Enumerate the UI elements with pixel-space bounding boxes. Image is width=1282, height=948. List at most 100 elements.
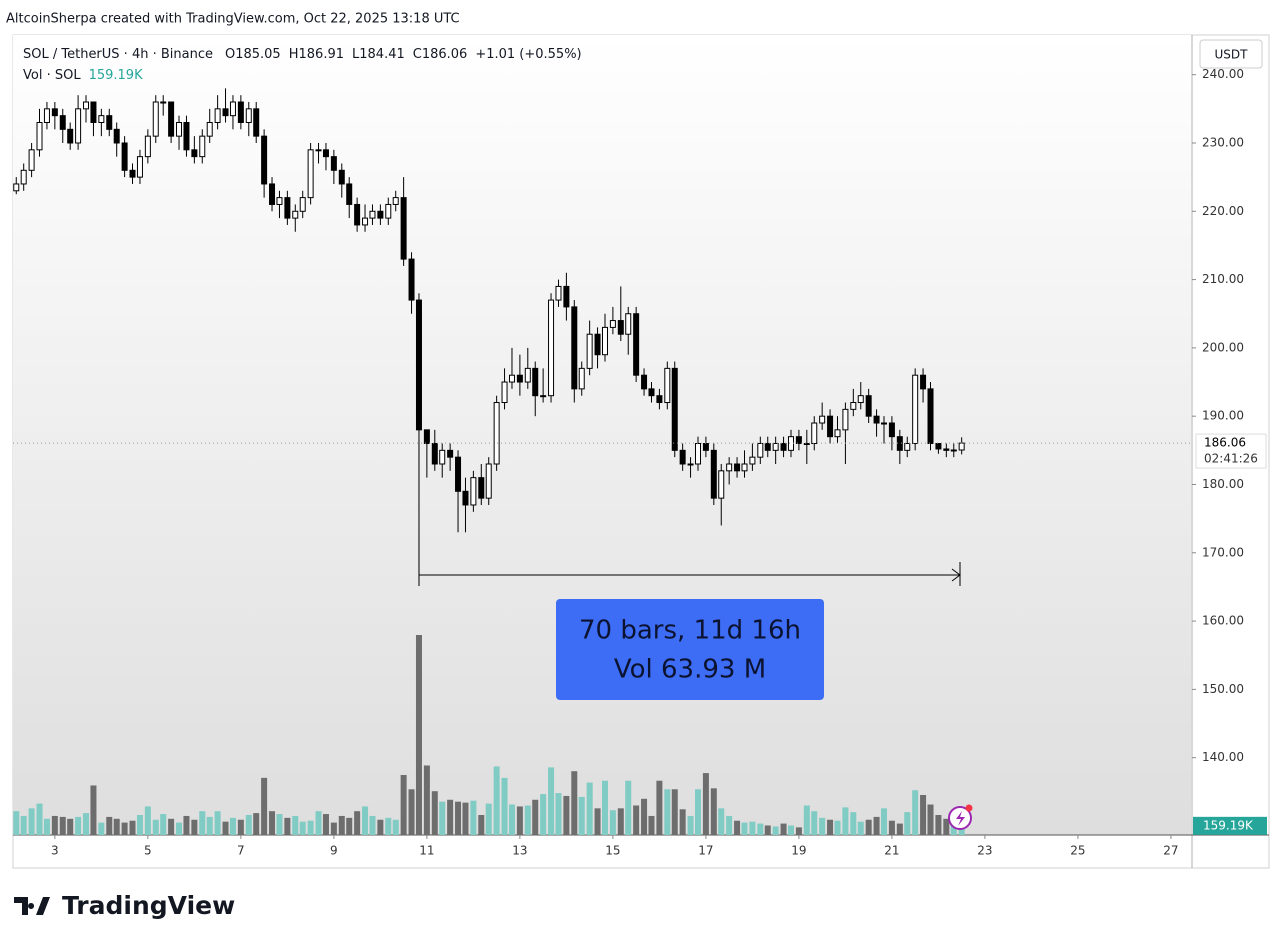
volume-bar (896, 823, 903, 835)
candle-body (400, 197, 407, 260)
candle-body (904, 443, 911, 451)
volume-bar (98, 822, 105, 835)
candle-body (873, 415, 880, 424)
volume-bar (873, 816, 880, 835)
legend-main: SOL / TetherUS · 4h · Binance O185.05 H186… (23, 47, 582, 62)
volume-bar (485, 803, 492, 835)
candle-body (199, 135, 206, 158)
alert-dot (965, 804, 973, 812)
volume-bar (299, 821, 306, 835)
volume-bar (671, 789, 678, 835)
volume-bar (741, 822, 748, 835)
volume-bar (540, 794, 547, 835)
candle-body (237, 101, 244, 123)
candle-body (129, 169, 136, 178)
volume-bar (501, 777, 508, 835)
logo-mark (14, 897, 50, 915)
legend-volume: Vol · SOL 159.19K (23, 68, 143, 83)
volume-bar (269, 811, 276, 835)
volume-bar (369, 815, 376, 835)
candle-body (710, 449, 717, 499)
candle-body (28, 149, 35, 171)
x-tick-label: 11 (419, 844, 434, 858)
volume-bar (532, 799, 539, 835)
volume-bar (788, 825, 795, 835)
x-tick-label: 17 (698, 844, 713, 858)
volume-bar (462, 802, 469, 835)
candle-body (470, 477, 477, 506)
volume-bar (641, 798, 648, 835)
volume-value: 159.19K (89, 68, 143, 83)
x-tick-label: 13 (512, 844, 527, 858)
candle-body (594, 333, 601, 356)
candle-body (741, 463, 748, 472)
candle-body (888, 422, 895, 438)
volume-bar (920, 795, 927, 835)
plot (13, 88, 1192, 835)
volume-bar (850, 812, 857, 835)
candle-body (563, 285, 570, 308)
x-tick-label: 27 (1163, 844, 1178, 858)
volume-bar (385, 817, 392, 835)
volume-bar (757, 823, 764, 835)
candle-body (369, 210, 376, 219)
candle-body (83, 101, 90, 110)
volume-bar (168, 818, 175, 835)
volume-bar (183, 815, 190, 835)
candle-body (338, 169, 345, 185)
volume-bar (803, 805, 810, 835)
range-box (556, 599, 824, 700)
volume-bar (687, 815, 694, 835)
volume-bar (609, 810, 616, 835)
bolt (956, 811, 965, 826)
candle-body (462, 490, 469, 506)
candle-body (679, 449, 686, 465)
candle-body (75, 108, 82, 144)
candle-body (625, 313, 632, 335)
candle-body (702, 443, 709, 451)
candle-body (617, 320, 624, 335)
candle-body (59, 115, 66, 130)
candle-body (586, 333, 593, 369)
candle-body (734, 463, 741, 472)
candle-body (687, 463, 694, 466)
volume-bar (346, 817, 353, 835)
volume-bar (881, 808, 888, 835)
candle-body (214, 108, 221, 123)
volume-bar (586, 782, 593, 835)
candle-body (881, 422, 888, 425)
candle-body (98, 115, 105, 123)
candle-body (423, 429, 430, 445)
candle-body (299, 197, 306, 212)
candle-body (206, 121, 213, 137)
candle-body (633, 313, 640, 376)
volume-bar (749, 821, 756, 835)
range-volume: Vol 63.93 M (614, 655, 766, 685)
volume-bar (935, 815, 942, 835)
volume-bar (834, 820, 841, 835)
y-tick-label: 180.00 (1202, 477, 1244, 491)
ohlc-key: O (225, 47, 235, 62)
candle-body (408, 258, 415, 301)
volume-bar (470, 800, 477, 835)
volume-bar (594, 808, 601, 835)
candle-body (764, 443, 771, 451)
last-price-box (1195, 433, 1267, 469)
volume-bar (516, 806, 523, 835)
candle-body (827, 415, 834, 438)
volume-bar (408, 789, 415, 835)
candle-body (191, 149, 198, 158)
volume-bar (679, 809, 686, 835)
x-tick-label: 21 (884, 844, 899, 858)
range-text: 70 bars, 11d 16h (579, 616, 801, 646)
volume-bar (447, 799, 454, 835)
volume-bar (106, 816, 113, 835)
candle-body (485, 463, 492, 499)
candle-body (136, 156, 143, 178)
volume-bar (912, 790, 919, 835)
candle-body (609, 320, 616, 328)
currency-button[interactable] (1199, 39, 1263, 69)
volume-bar (13, 811, 20, 835)
volume-bar (315, 811, 322, 835)
